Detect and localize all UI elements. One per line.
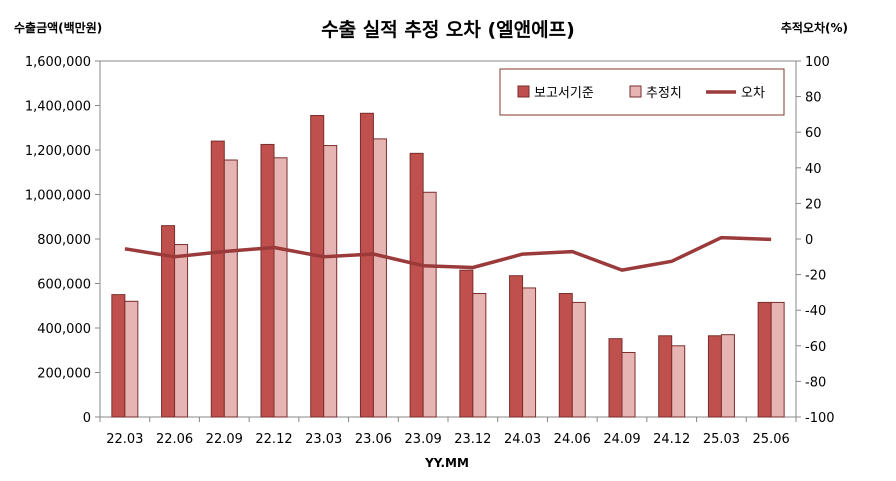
bar-report <box>558 293 573 418</box>
y-tick-label: 1,600,000 <box>25 55 91 70</box>
bar-report <box>359 112 374 418</box>
bar-estimate <box>323 145 338 418</box>
x-tick-label: 24.09 <box>603 432 640 447</box>
x-tick-label: 22.09 <box>206 432 243 447</box>
legend-label: 추정치 <box>646 86 682 101</box>
y2-tick-label: 40 <box>805 162 822 177</box>
x-tick-label: 24.03 <box>504 432 541 447</box>
y-tick-label: 400,000 <box>37 322 91 337</box>
y2-tick-label: 60 <box>805 126 822 141</box>
bar-report <box>210 140 225 418</box>
y-tick-label: 0 <box>83 411 91 426</box>
bar-report <box>658 335 673 418</box>
y2-tick-label: -100 <box>805 411 835 426</box>
bar-estimate <box>223 159 238 418</box>
bar-estimate <box>472 293 487 418</box>
y2-tick-label: 0 <box>805 233 813 248</box>
legend-swatch <box>517 85 530 98</box>
bar-estimate <box>671 345 686 418</box>
x-axis-label: YY.MM <box>424 456 469 470</box>
bar-estimate <box>372 138 387 418</box>
y2-tick-label: -80 <box>805 375 826 390</box>
bar-report <box>608 338 623 418</box>
legend-label: 오차 <box>741 86 765 101</box>
bar-estimate <box>174 244 189 418</box>
y2-tick-label: 80 <box>805 91 822 106</box>
bar-report <box>757 301 772 418</box>
x-tick-label: 24.12 <box>653 432 690 447</box>
y2-tick-label: -20 <box>805 269 826 284</box>
bar-report <box>459 269 474 418</box>
y-tick-label: 200,000 <box>37 367 91 382</box>
y2-tick-label: -40 <box>805 304 826 319</box>
bar-estimate <box>720 334 735 418</box>
legend-label: 보고서기준 <box>534 86 594 101</box>
x-tick-label: 22.12 <box>255 432 292 447</box>
x-tick-label: 24.06 <box>554 432 591 447</box>
bar-report <box>310 115 325 418</box>
legend-box <box>499 68 785 116</box>
chart-title: 수출 실적 추정 오차 (엘앤에프) <box>321 19 575 41</box>
y2-tick-label: 100 <box>805 55 830 70</box>
bar-estimate <box>571 301 586 418</box>
plot-area: 0 200,000 400,000 600,000 800,000 1,000,000 1,… <box>25 55 835 447</box>
x-tick-label: 23.03 <box>305 432 342 447</box>
error-line <box>124 235 772 272</box>
bar-report <box>260 143 275 418</box>
bar-report <box>111 294 126 418</box>
bar-estimate <box>124 300 139 418</box>
bar-report <box>509 275 524 418</box>
bar-estimate <box>621 351 636 418</box>
x-tick-label: 23.09 <box>405 432 442 447</box>
x-tick-label: 25.06 <box>753 432 790 447</box>
bar-report <box>409 152 424 418</box>
bar-estimate <box>522 287 537 418</box>
y2-tick-label: 20 <box>805 197 822 212</box>
x-tick-label: 22.03 <box>106 432 143 447</box>
y-tick-label: 1,400,000 <box>25 100 91 115</box>
y-tick-label: 1,200,000 <box>25 144 91 159</box>
y2-tick-label: -60 <box>805 340 826 355</box>
bar-estimate <box>770 301 785 418</box>
legend-swatch <box>629 85 642 98</box>
x-tick-label: 23.06 <box>355 432 392 447</box>
y-tick-label: 1,000,000 <box>25 189 91 204</box>
left-axis-unit-label: 수출금액(백만원) <box>14 20 102 35</box>
legend: 보고서기준 추정치 오차 <box>499 68 785 116</box>
x-tick-label: 25.03 <box>703 432 740 447</box>
bar-report <box>707 335 722 418</box>
y-tick-label: 600,000 <box>37 278 91 293</box>
bar-estimate <box>273 157 288 418</box>
x-tick-label: 23.12 <box>454 432 491 447</box>
x-tick-label: 22.06 <box>156 432 193 447</box>
y-tick-label: 800,000 <box>37 233 91 248</box>
right-axis-unit-label: 추적오차(%) <box>781 20 848 35</box>
bar-estimate <box>422 191 437 418</box>
